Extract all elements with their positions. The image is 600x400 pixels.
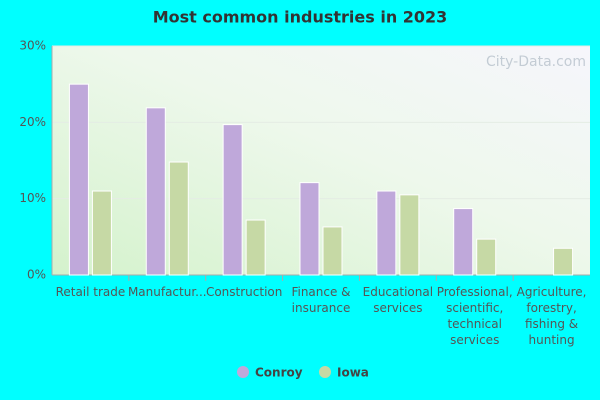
y-tick-label: 0% [27, 268, 46, 282]
x-tick-label: Educational services [362, 285, 434, 315]
bar [91, 190, 112, 276]
x-tick-label: Manufactur... [127, 285, 207, 299]
bar [145, 107, 166, 276]
bar [322, 226, 343, 276]
chart-title: Most common industries in 2023 [153, 8, 448, 27]
bar [453, 208, 474, 276]
bar [399, 194, 420, 276]
bar [299, 182, 320, 276]
bar [376, 190, 397, 276]
bar [168, 161, 189, 276]
y-tick-label: 10% [19, 191, 46, 205]
legend-swatch [237, 366, 249, 378]
bar [553, 247, 574, 276]
bar [222, 124, 243, 276]
bar [476, 238, 497, 276]
x-tick-label: Retail trade [55, 285, 126, 299]
plot-area [52, 46, 590, 275]
x-tick-label: Agriculture, forestry, fishing & hunting [516, 285, 587, 347]
legend-label: Iowa [337, 366, 369, 380]
y-tick-label: 20% [19, 115, 46, 129]
bar [68, 83, 89, 276]
x-tick-label: Construction [205, 285, 283, 299]
watermark: City-Data.com [486, 54, 586, 70]
y-tick-label: 30% [19, 39, 46, 53]
bar [245, 219, 266, 276]
x-tick-label: Professional, scientific, technical serv… [436, 285, 513, 347]
legend-swatch [319, 366, 331, 378]
x-tick-label: Finance & insurance [291, 285, 351, 315]
legend-label: Conroy [255, 366, 303, 380]
